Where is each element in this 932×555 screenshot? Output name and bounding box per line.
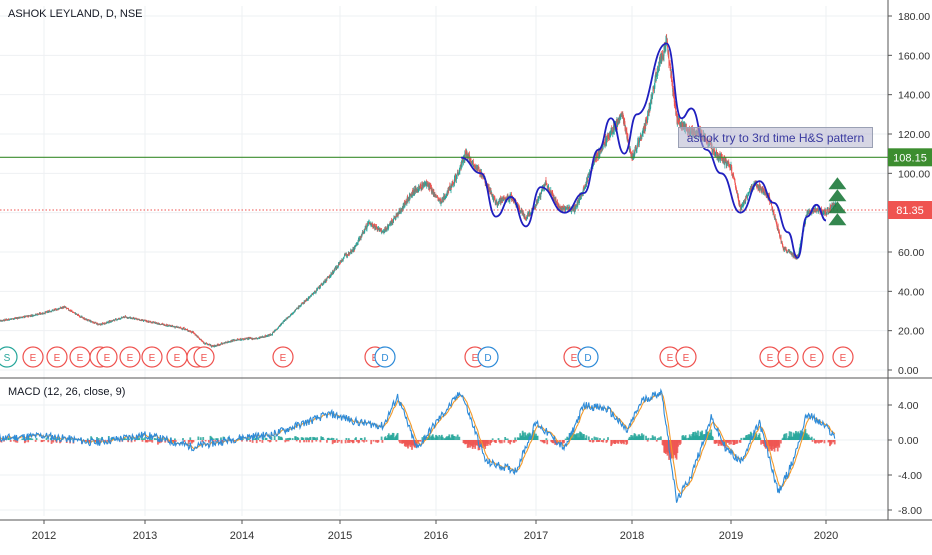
candle-body [317, 289, 318, 291]
candle-body [449, 189, 450, 190]
candle-body [436, 196, 437, 197]
candle-body [398, 214, 399, 215]
candle-body [501, 200, 502, 203]
candle-body [557, 202, 558, 204]
candle-body [225, 343, 226, 344]
candle-body [313, 294, 314, 295]
candle-body [436, 197, 437, 198]
candle-body [33, 316, 34, 317]
price-candle [504, 195, 505, 199]
candle-body [553, 193, 554, 197]
candle-body [395, 218, 396, 219]
candle-body [563, 206, 564, 207]
price-candle [588, 175, 589, 178]
candle-body [584, 190, 585, 191]
price-candle [410, 194, 411, 200]
price-candle [455, 173, 456, 180]
candle-body [455, 177, 456, 180]
candle-body [187, 330, 188, 331]
candle-body [288, 318, 289, 319]
candle-body [381, 232, 382, 233]
price-candle [413, 188, 414, 197]
candle-body [96, 322, 97, 323]
candle-body [204, 343, 205, 344]
price-candle [560, 205, 561, 209]
candle-body [359, 238, 360, 241]
candle-body [367, 227, 368, 229]
candle-body [541, 190, 542, 193]
candle-body [289, 316, 290, 317]
candle-body [344, 257, 345, 259]
price-candle [289, 316, 290, 318]
candle-body [571, 211, 572, 212]
candle-body [560, 207, 561, 208]
price-candle [72, 310, 73, 312]
candle-body [364, 230, 365, 231]
candle-body [20, 317, 21, 318]
price-candle [571, 210, 572, 214]
price-candle [457, 173, 458, 179]
candle-body [551, 191, 552, 192]
candle-body [588, 176, 589, 178]
price-candle [436, 197, 437, 198]
candle-body [463, 158, 464, 163]
candle-body [120, 319, 121, 320]
candle-body [459, 169, 460, 171]
candle-body [114, 321, 115, 322]
price-candle [344, 256, 345, 258]
candle-body [504, 198, 505, 199]
candle-body [54, 309, 55, 311]
price-candle [464, 150, 465, 163]
candle-body [617, 122, 618, 126]
candle-body [471, 159, 472, 162]
candle-body [457, 174, 458, 176]
candle-body [193, 332, 194, 333]
candle-body [236, 340, 237, 341]
candle-body [72, 311, 73, 312]
candle-body [180, 327, 181, 328]
candle-body [311, 295, 312, 297]
candle-body [538, 199, 539, 203]
price-candle [180, 327, 181, 329]
price-candle [54, 309, 55, 311]
price-panel[interactable] [0, 34, 836, 348]
candle-body [489, 188, 490, 192]
price-candle [524, 213, 525, 219]
candle-body [547, 184, 548, 185]
price-candle [436, 195, 437, 197]
candle-body [420, 185, 421, 187]
